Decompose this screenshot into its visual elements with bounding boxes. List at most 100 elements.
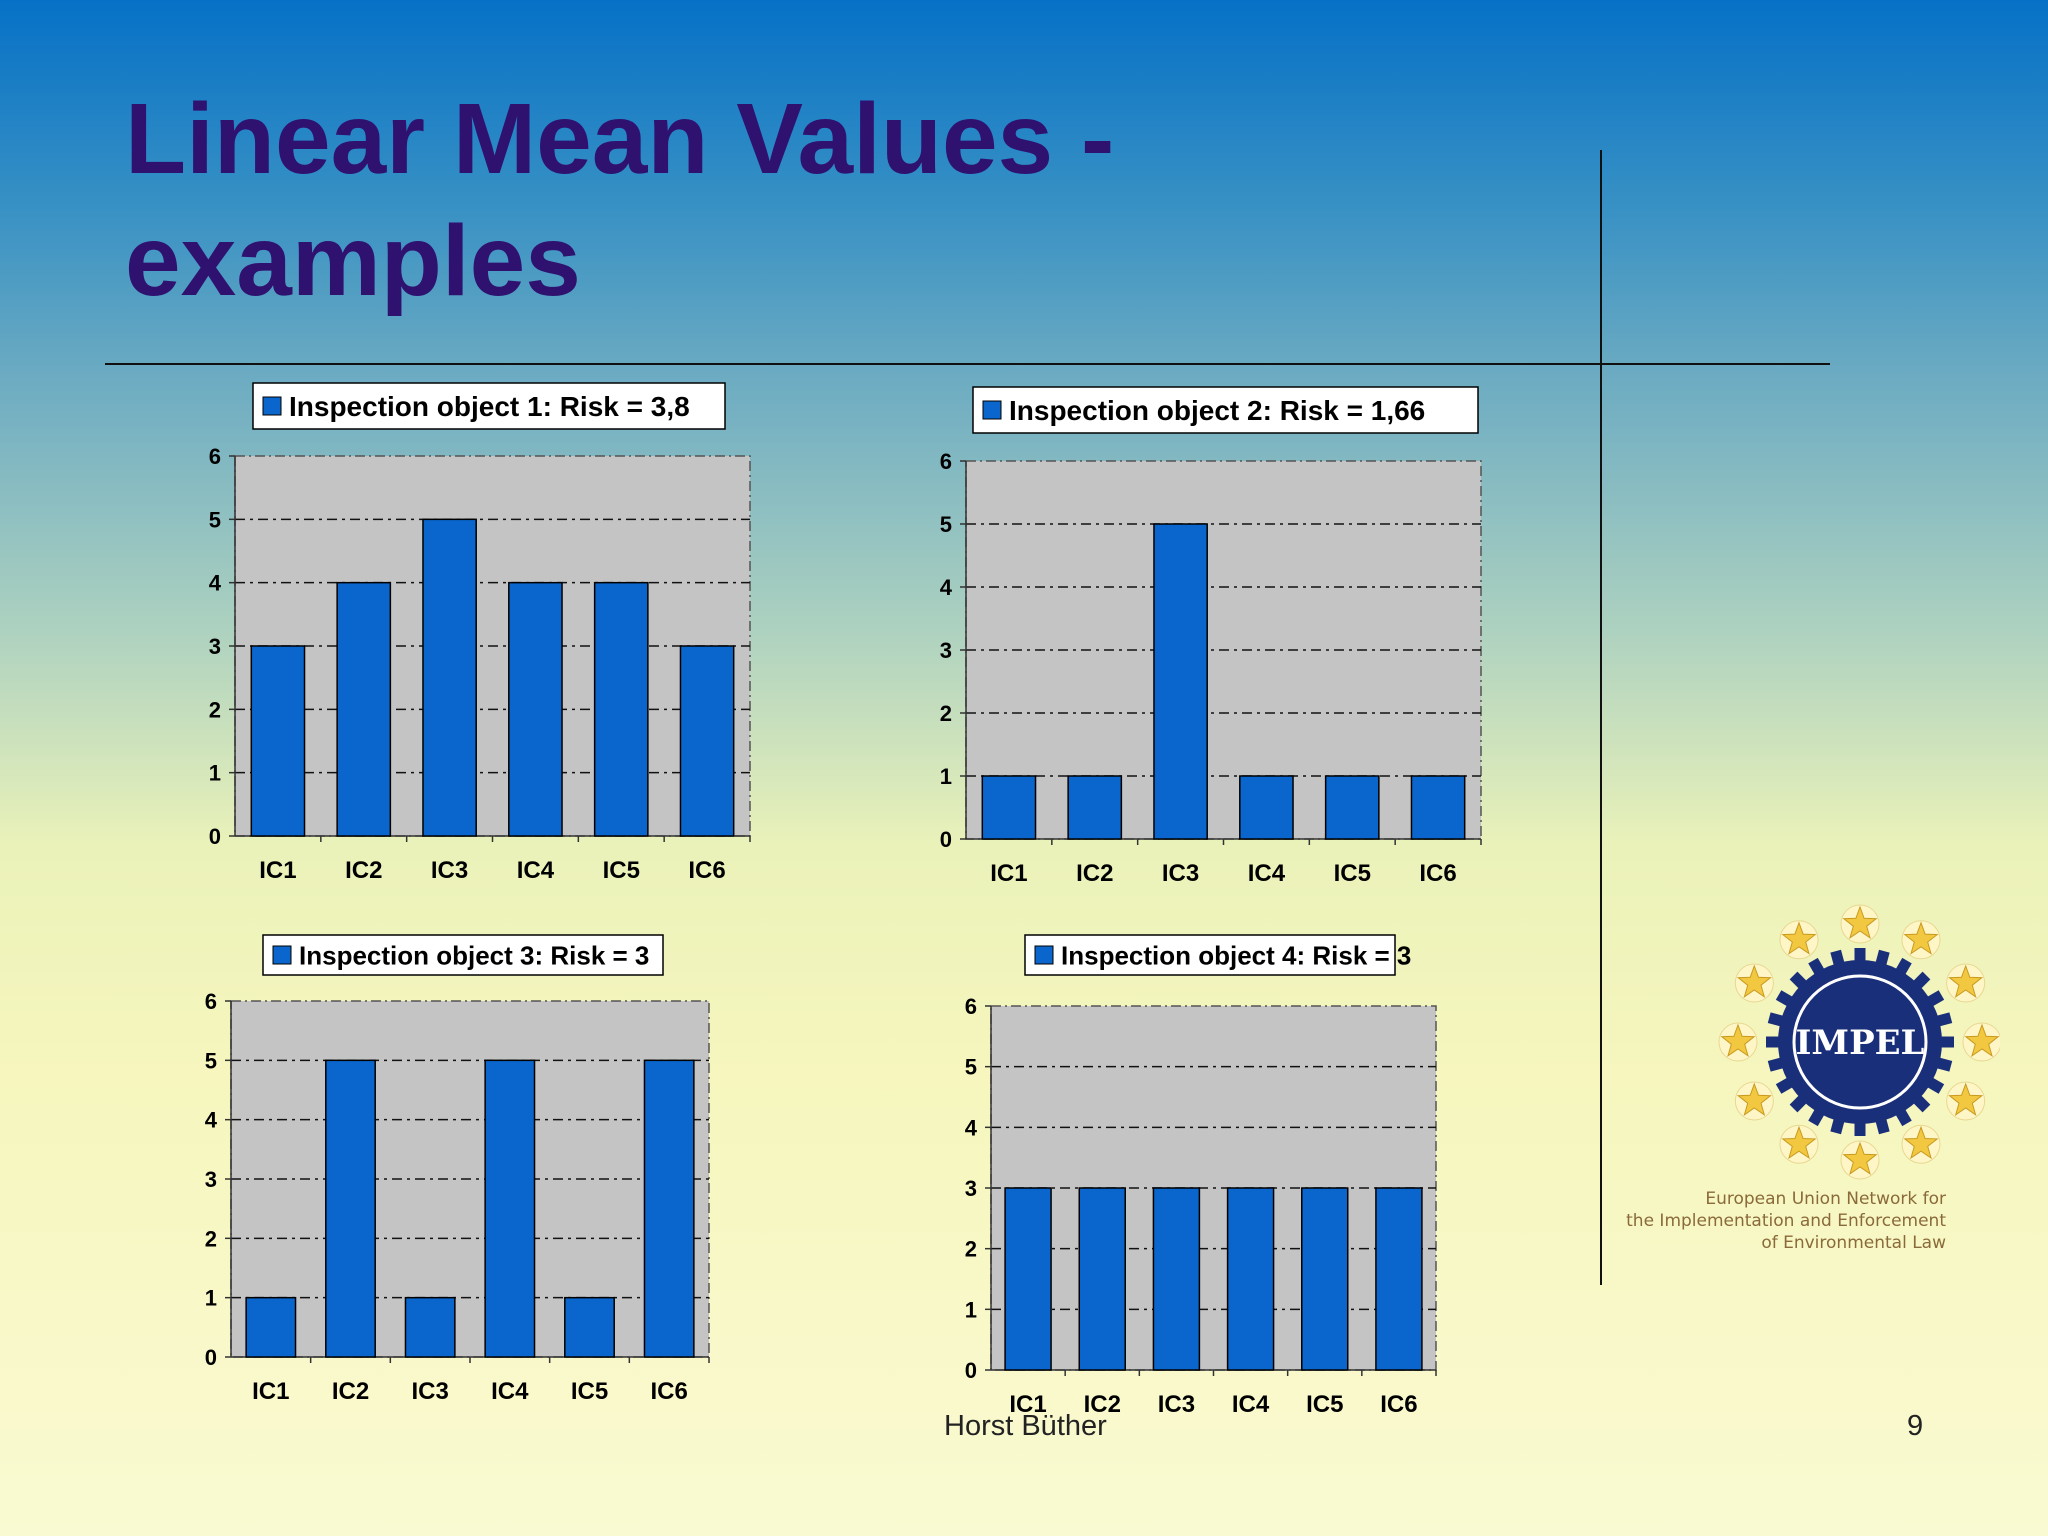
y-tick-label: 0 xyxy=(965,1358,977,1383)
x-tick-label: IC6 xyxy=(1419,860,1456,887)
bar-ic1 xyxy=(981,775,1037,840)
legend-label: Inspection object 1: Risk = 3,8 xyxy=(289,391,690,422)
impel-logo: IMPEL xyxy=(1718,904,2000,1180)
y-tick-label: 1 xyxy=(965,1297,977,1322)
bar-ic6 xyxy=(643,1059,695,1358)
x-tick-label: IC5 xyxy=(1306,1391,1343,1418)
bar-ic3 xyxy=(422,518,477,837)
bar-ic2 xyxy=(325,1059,376,1358)
logo-gear-tooth xyxy=(1808,1106,1826,1127)
legend-box xyxy=(972,386,1479,434)
logo-caption-line: the Implementation and Enforcement xyxy=(1626,1211,1946,1231)
x-tick-label: IC1 xyxy=(259,857,296,884)
x-tick-label: IC1 xyxy=(1009,1391,1046,1418)
logo-gear-tooth xyxy=(1767,1012,1787,1028)
y-tick-label: 6 xyxy=(940,449,952,474)
bar-ic6 xyxy=(1410,775,1466,840)
logo-caption: European Union Network for the Implement… xyxy=(1620,1188,1946,1254)
horizontal-divider xyxy=(105,363,1830,365)
y-tick-label: 4 xyxy=(205,1108,218,1133)
logo-gear-tooth xyxy=(1924,1076,1945,1094)
x-tick-label: IC1 xyxy=(252,1378,289,1405)
y-tick-label: 0 xyxy=(205,1345,217,1370)
logo-star-icon xyxy=(1736,1082,1772,1116)
x-tick-label: IC3 xyxy=(1162,860,1199,887)
bar-ic1 xyxy=(1004,1187,1052,1371)
legend-box xyxy=(252,382,726,430)
y-tick-label: 5 xyxy=(205,1048,217,1073)
bar-ic4 xyxy=(484,1059,536,1358)
logo-gear-tooth xyxy=(1767,1056,1787,1072)
y-tick-label: 6 xyxy=(205,989,217,1014)
y-tick-label: 3 xyxy=(965,1176,977,1201)
y-tick-label: 6 xyxy=(209,444,221,469)
logo-gear-tooth xyxy=(1789,971,1809,991)
logo-star-icon xyxy=(1781,1125,1817,1160)
logo-star-icon xyxy=(1948,1082,1984,1116)
y-tick-label: 3 xyxy=(209,634,221,659)
x-tick-label: IC5 xyxy=(571,1378,608,1405)
bar-ic2 xyxy=(336,581,392,837)
legend-box xyxy=(1024,934,1396,976)
bar-ic3 xyxy=(404,1296,456,1358)
y-tick-label: 5 xyxy=(209,507,221,532)
logo-gear-tooth xyxy=(1874,1115,1890,1135)
x-tick-label: IC3 xyxy=(431,857,468,884)
bar-ic4 xyxy=(508,581,563,837)
x-tick-label: IC4 xyxy=(491,1378,529,1405)
logo-gear-tooth xyxy=(1830,1115,1846,1135)
y-tick-label: 4 xyxy=(209,571,222,596)
y-tick-label: 5 xyxy=(940,512,952,537)
page-number: 9 xyxy=(1907,1410,1924,1442)
logo-caption-line: of Environmental Law xyxy=(1761,1233,1946,1253)
bar-ic5 xyxy=(1324,775,1380,840)
logo-star-icon xyxy=(1903,1125,1939,1160)
x-tick-label: IC3 xyxy=(1158,1391,1195,1418)
x-tick-label: IC4 xyxy=(1232,1391,1270,1418)
x-tick-label: IC6 xyxy=(650,1378,687,1405)
legend-label: Inspection object 3: Risk = 3 xyxy=(299,940,649,970)
legend-swatch xyxy=(1034,945,1054,965)
y-tick-label: 1 xyxy=(205,1286,217,1311)
logo-gear-tooth xyxy=(1911,1093,1931,1113)
logo-star-icon xyxy=(1720,1023,1756,1057)
logo-gear-tooth xyxy=(1874,949,1890,969)
x-tick-label: IC4 xyxy=(1248,860,1286,887)
chart-inspection-object-3: Inspection object 3: Risk = 3 0 1 2 3 4 5 6 IC1 I… xyxy=(205,934,710,1405)
bar-ic4 xyxy=(1239,775,1294,840)
bar-ic5 xyxy=(564,1296,615,1358)
y-tick-label: 2 xyxy=(205,1226,217,1251)
logo-star-icon xyxy=(1903,921,1939,955)
legend-swatch xyxy=(262,396,282,416)
logo-gear-tooth xyxy=(1894,1106,1912,1127)
y-tick-label: 1 xyxy=(209,761,221,786)
bar-ic2 xyxy=(1078,1187,1126,1371)
bar-ic6 xyxy=(1375,1187,1423,1371)
chart-inspection-object-2: Inspection object 2: Risk = 1,66 0 1 2 3 4 5 6 I… xyxy=(940,386,1482,887)
bar-ic4 xyxy=(1226,1187,1275,1371)
x-tick-label: IC1 xyxy=(990,860,1027,887)
y-tick-label: 3 xyxy=(940,638,952,663)
bar-ic5 xyxy=(593,581,649,837)
bar-ic3 xyxy=(1152,1187,1201,1371)
bar-ic1 xyxy=(250,645,306,837)
x-tick-label: IC2 xyxy=(345,857,382,884)
logo-star-icon xyxy=(1948,964,1984,998)
x-tick-label: IC2 xyxy=(1076,860,1113,887)
x-tick-label: IC6 xyxy=(1380,1391,1417,1418)
logo-star-icon xyxy=(1736,964,1772,998)
x-tick-label: IC4 xyxy=(517,857,555,884)
y-tick-label: 1 xyxy=(940,764,952,789)
y-tick-label: 0 xyxy=(940,827,952,852)
y-tick-label: 6 xyxy=(965,994,977,1019)
footer-author: Horst Büther xyxy=(944,1410,1107,1442)
bar-ic2 xyxy=(1067,775,1123,840)
logo-star-icon xyxy=(1842,1141,1878,1175)
y-tick-label: 4 xyxy=(965,1115,978,1140)
bar-ic6 xyxy=(679,645,735,837)
logo-gear-tooth xyxy=(1775,1076,1796,1094)
y-tick-label: 2 xyxy=(965,1237,977,1262)
x-tick-label: IC5 xyxy=(603,857,640,884)
logo-gear-tooth xyxy=(1830,949,1846,969)
